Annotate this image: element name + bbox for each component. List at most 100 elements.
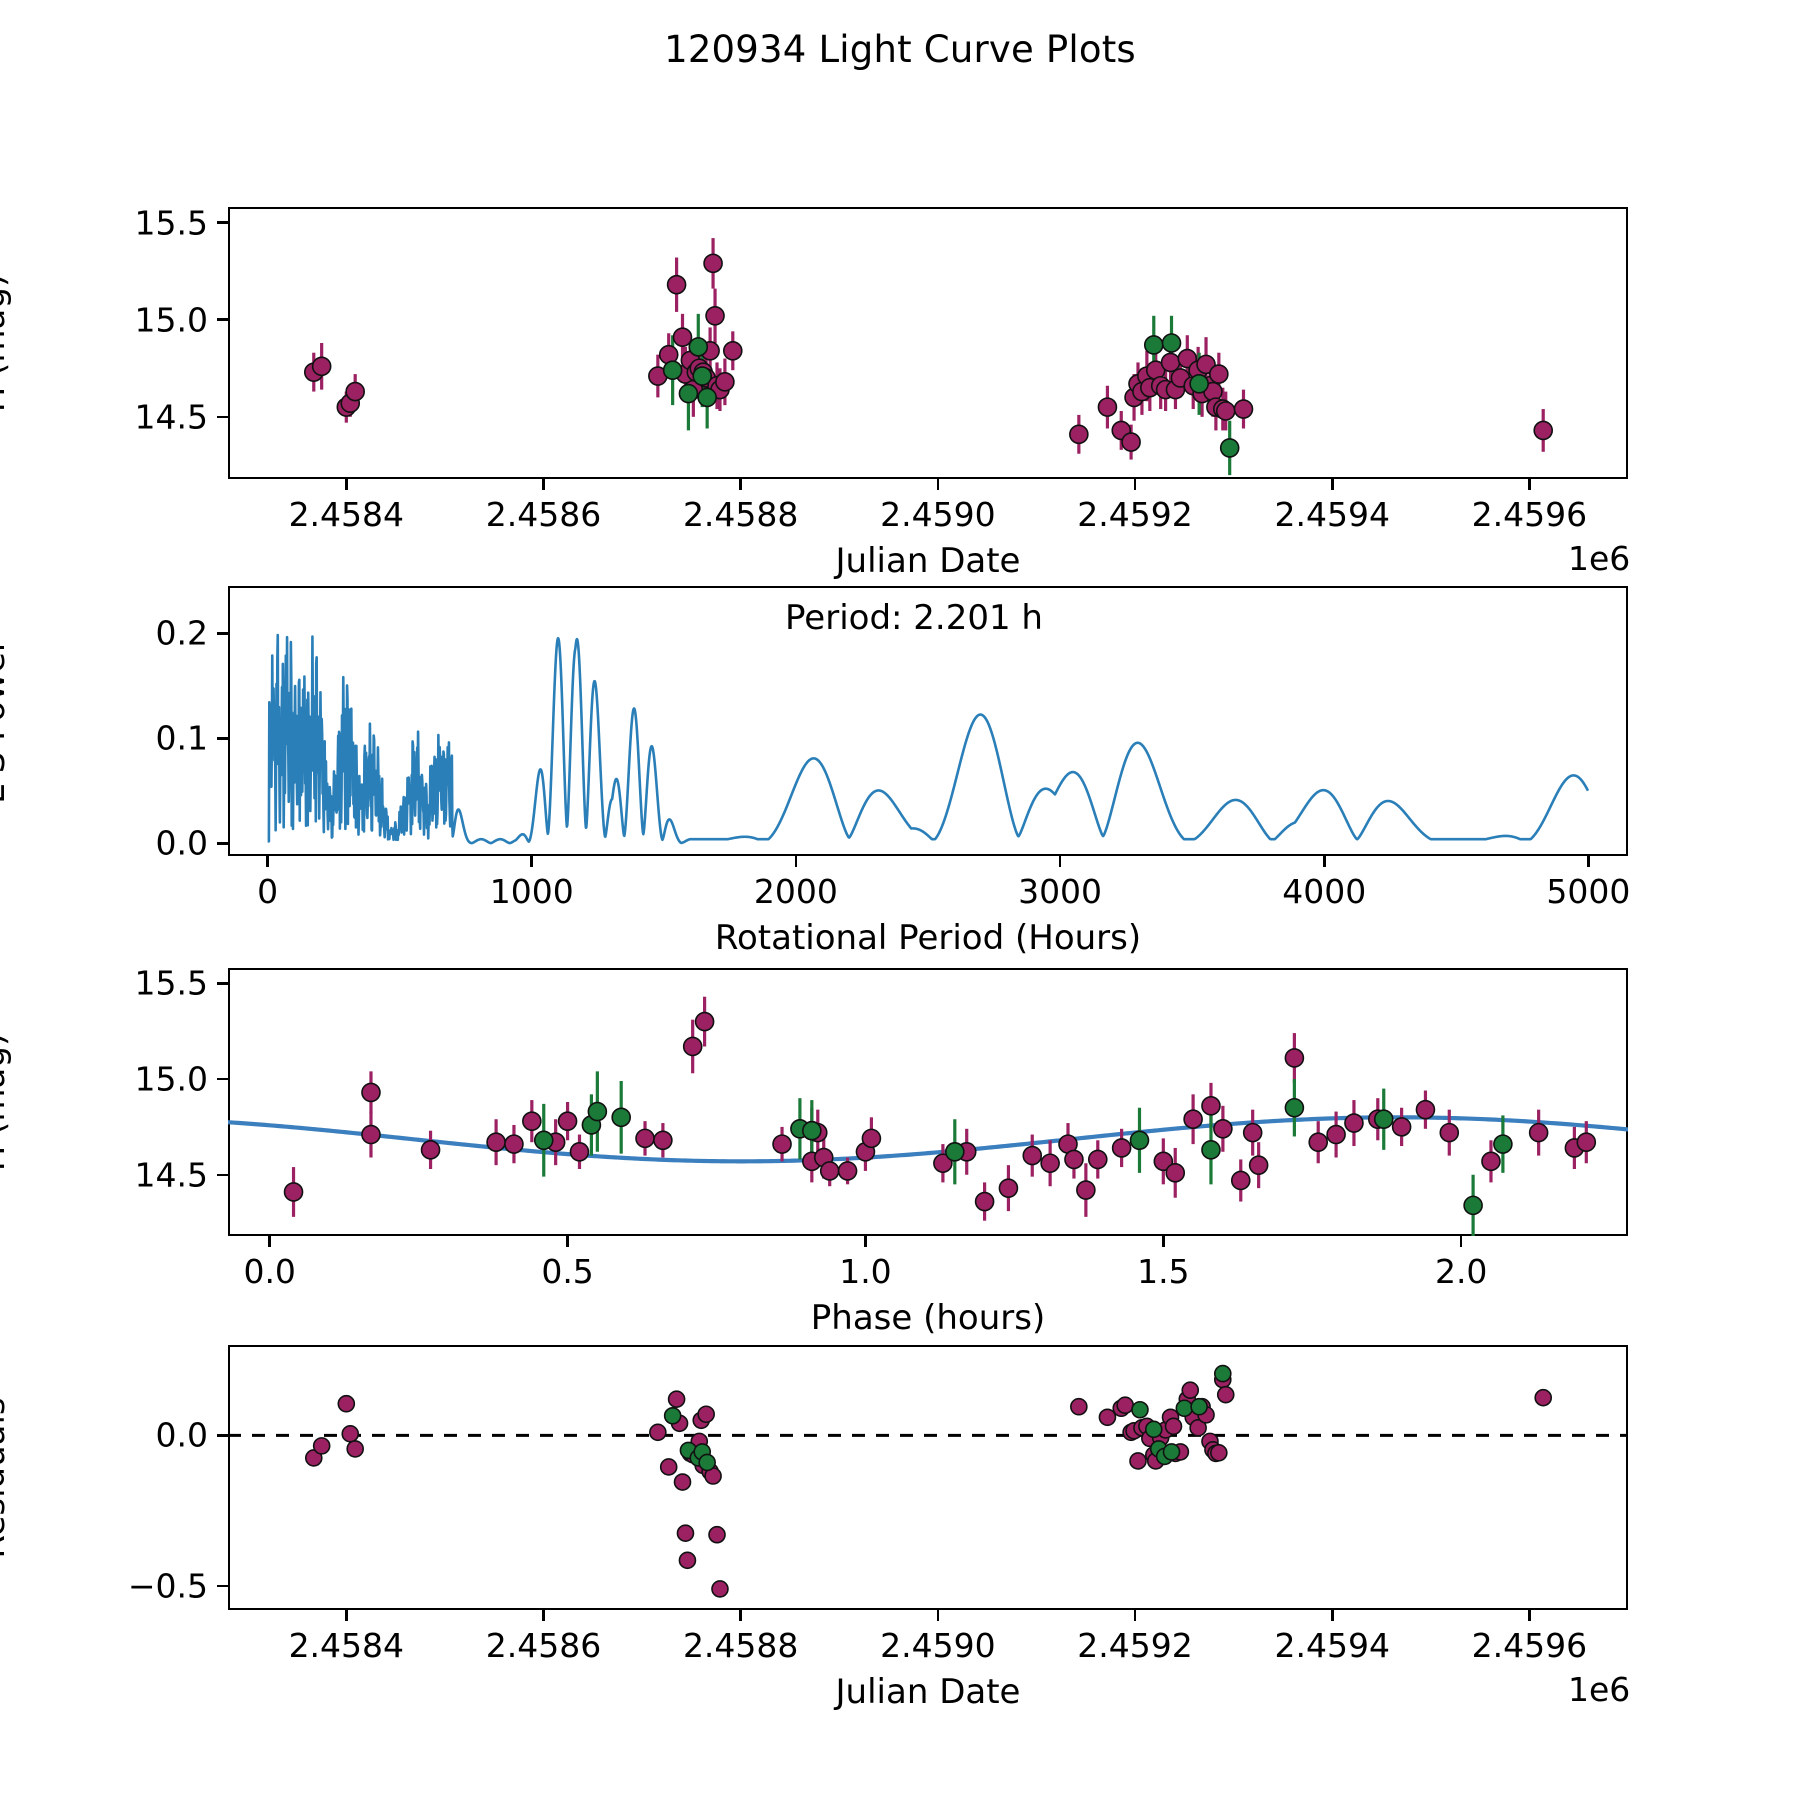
data-point [666,274,687,295]
data-point [304,1449,323,1467]
data-point [676,1524,695,1543]
data-point [1391,1117,1412,1137]
x-axis-tick-label: 0.5 [541,1252,594,1291]
data-point [705,306,725,326]
data-point [667,1390,686,1409]
x-axis-label: Julian Date [835,1672,1021,1712]
sinusoid-fit-line [228,1115,1628,1164]
data-point [688,337,709,357]
data-point [1528,1122,1549,1143]
data-point [998,1178,1019,1198]
y-axis-tick-label: 14.5 [134,1155,208,1195]
data-point [1216,1385,1235,1404]
x-axis-tick [1587,856,1590,867]
data-point [1209,364,1229,384]
data-point [1183,1109,1203,1130]
y-axis-tick [217,737,228,740]
x-axis-tick [566,1236,569,1247]
data-point [1248,1155,1269,1175]
plot-area-residuals [228,1364,1628,1598]
x-axis-tick [1058,856,1062,867]
y-axis-tick [217,1584,228,1588]
data-point [1201,1140,1221,1160]
data-point [504,1134,524,1154]
x-axis-tick [1162,1236,1165,1247]
y-axis-tick-label: 0.1 [155,718,208,758]
data-point [672,327,693,347]
y-axis-tick-label: 0.0 [155,823,208,863]
data-point [1161,333,1182,353]
x-axis-tick-label: 2.4588 [682,495,799,534]
x-axis-label: Rotational Period (Hours) [714,918,1142,958]
data-point [1131,1400,1149,1419]
y-axis-tick [217,415,228,419]
axes-frame [228,207,1628,479]
data-point [1097,397,1118,417]
x-axis-tick [1528,1610,1531,1621]
data-point [653,1130,673,1151]
plot-panel-residuals [228,1345,1628,1610]
y-axis-tick [217,318,228,322]
data-point [635,1128,655,1149]
data-point [1121,432,1141,452]
data-point [1111,1138,1132,1158]
data-point [1162,1443,1181,1461]
data-point [1576,1132,1597,1152]
x-axis-tick-label: 2000 [753,872,838,911]
x-axis-tick-label: 2.4586 [485,495,602,534]
data-point [692,366,713,386]
x-axis-tick-label: 2.4584 [288,495,405,534]
data-point [673,1473,692,1491]
x-axis-tick-label: 2.4584 [288,1626,405,1665]
data-point [611,1107,631,1128]
data-point [569,1141,590,1162]
y-axis-tick-label: −0.5 [127,1566,208,1606]
x-axis-tick [266,856,269,867]
data-point [1076,1180,1096,1200]
y-axis-tick [217,1173,228,1177]
x-axis-tick [345,1610,348,1621]
data-point [1069,424,1089,445]
x-axis-tick [530,856,534,867]
data-point [694,1011,715,1032]
data-point [1189,374,1209,394]
data-point [1160,352,1181,373]
plot-panel-phase-folded-light-curve [228,968,1628,1236]
data-point [837,1161,858,1181]
data-point [697,387,717,408]
data-point [708,1525,726,1544]
data-point [1022,1145,1043,1166]
data-point [1098,1408,1117,1427]
data-point [1064,1149,1084,1170]
data-point [1463,1195,1483,1216]
data-point [663,1406,682,1425]
x-axis-tick [1330,479,1334,490]
y-axis-tick-label: 15.5 [134,203,208,243]
x-axis-tick-label: 2.4596 [1471,1626,1588,1665]
data-point [345,381,365,402]
data-point [1213,1364,1232,1383]
data-point [703,253,723,274]
x-axis-tick-label: 3000 [1018,872,1103,911]
x-axis-label: Phase (hours) [810,1298,1046,1338]
data-point [678,1551,697,1570]
data-point [283,1182,304,1202]
data-point [662,360,683,380]
y-axis-tick-label: 15.5 [134,963,208,1003]
y-axis-tick-label: 14.5 [134,397,208,437]
x-axis-tick [739,479,742,490]
plot-area-light-curve-raw [303,238,1554,476]
data-point [1144,1420,1163,1439]
data-point [1165,1163,1186,1183]
plot-panel-lomb-scargle-periodogram [228,586,1628,856]
data-point [1164,1417,1183,1436]
data-point [933,1153,953,1174]
data-point [1210,1444,1228,1462]
x-axis-tick-label: 2.4594 [1274,1626,1390,1665]
x-axis-tick-label: 2.4596 [1471,495,1588,534]
data-point [1344,1113,1364,1133]
x-axis-tick [1330,1610,1334,1621]
y-axis-tick-label: 15.0 [134,300,208,340]
x-axis-tick-label: 2.4594 [1274,495,1390,534]
y-axis-tick [217,982,228,985]
